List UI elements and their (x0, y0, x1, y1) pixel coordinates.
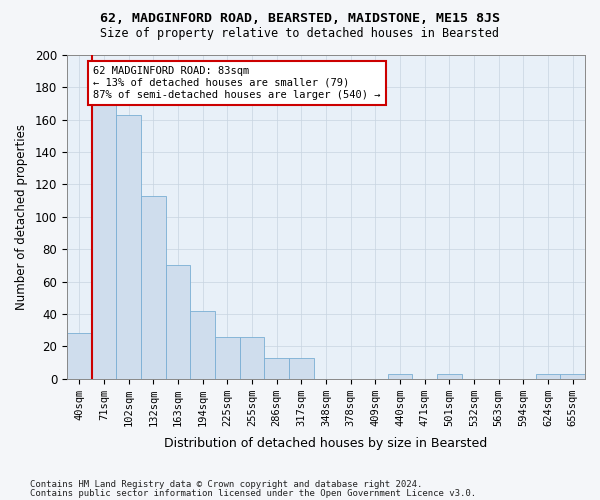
Bar (536, 374, 560, 378)
Bar (141, 196, 166, 378)
Bar (116, 115, 141, 378)
Text: Contains HM Land Registry data © Crown copyright and database right 2024.: Contains HM Land Registry data © Crown c… (30, 480, 422, 489)
Bar (67, 334, 92, 378)
Bar (166, 266, 190, 378)
Bar (289, 358, 314, 378)
Bar (560, 374, 585, 378)
Text: Size of property relative to detached houses in Bearsted: Size of property relative to detached ho… (101, 28, 499, 40)
Y-axis label: Number of detached properties: Number of detached properties (15, 124, 28, 310)
Bar (437, 374, 461, 378)
Bar (265, 358, 289, 378)
Bar (239, 336, 265, 378)
X-axis label: Distribution of detached houses by size in Bearsted: Distribution of detached houses by size … (164, 437, 488, 450)
Bar (388, 374, 412, 378)
Bar (190, 310, 215, 378)
Text: 62, MADGINFORD ROAD, BEARSTED, MAIDSTONE, ME15 8JS: 62, MADGINFORD ROAD, BEARSTED, MAIDSTONE… (100, 12, 500, 26)
Bar (215, 336, 239, 378)
Text: Contains public sector information licensed under the Open Government Licence v3: Contains public sector information licen… (30, 488, 476, 498)
Text: 62 MADGINFORD ROAD: 83sqm
← 13% of detached houses are smaller (79)
87% of semi-: 62 MADGINFORD ROAD: 83sqm ← 13% of detac… (93, 66, 380, 100)
Bar (92, 104, 116, 378)
